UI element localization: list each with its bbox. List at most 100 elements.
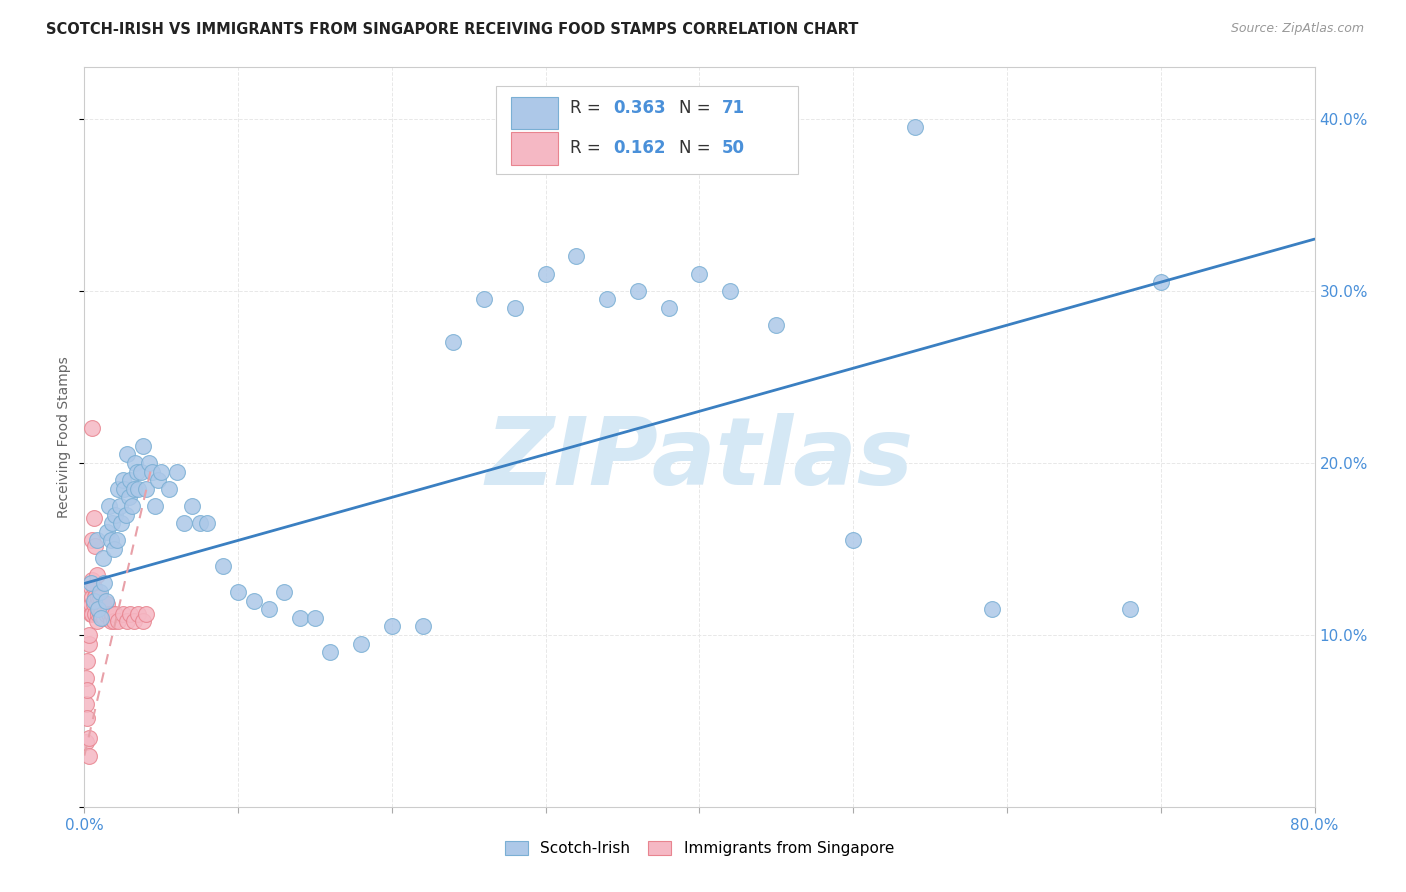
Point [181,499,204,513]
Point [304,611,326,625]
Point [76,711,98,725]
Point [89,585,111,599]
Point [596,293,619,307]
Point [100,533,122,548]
Text: N =: N = [679,139,716,157]
Point [121,499,143,513]
Text: N =: N = [679,99,716,118]
Point [122,482,145,496]
Point [75,735,97,749]
Point [381,619,404,633]
Point [77,637,100,651]
Point [135,482,157,496]
Point [91,550,114,565]
Point [138,456,160,470]
Point [658,301,681,315]
Point [319,645,342,659]
FancyBboxPatch shape [496,87,799,174]
Point [122,615,145,629]
Point [197,516,219,531]
Point [96,597,118,611]
Point [242,593,264,607]
Point [83,593,105,607]
Point [90,611,112,625]
Point [83,580,105,594]
Point [104,607,127,622]
Point [87,591,110,605]
Point [226,585,249,599]
Point [77,731,100,746]
Point [83,597,105,611]
Point [118,491,141,505]
Point [93,576,115,591]
Point [110,516,132,531]
Point [1119,602,1142,616]
Legend: Scotch-Irish, Immigrants from Singapore: Scotch-Irish, Immigrants from Singapore [499,835,900,863]
Point [101,516,124,531]
Point [108,499,131,513]
Point [79,576,101,591]
Point [94,593,117,607]
Point [93,611,115,625]
Point [127,607,149,622]
Point [80,421,103,435]
Point [107,615,129,629]
Point [765,318,787,333]
Point [120,473,142,487]
Point [842,533,865,548]
Point [412,619,434,633]
Text: 71: 71 [721,99,745,118]
Point [273,585,295,599]
Point [86,615,108,629]
Point [77,748,100,763]
Point [80,591,103,605]
Point [443,335,465,350]
Point [89,607,111,622]
Point [129,465,152,479]
Point [80,533,103,548]
Point [132,439,155,453]
Point [94,607,117,622]
Point [148,473,170,487]
Point [166,465,188,479]
Point [117,447,139,461]
Point [124,456,146,470]
Point [173,516,195,531]
Point [105,533,128,548]
Text: 0.162: 0.162 [613,139,666,157]
Point [103,541,125,556]
Point [117,615,139,629]
Text: Source: ZipAtlas.com: Source: ZipAtlas.com [1230,22,1364,36]
Point [79,607,101,622]
Point [84,539,107,553]
Point [120,607,142,622]
Point [472,293,495,307]
Point [257,602,280,616]
Point [101,607,124,622]
Point [86,597,108,611]
Y-axis label: Receiving Food Stamps: Receiving Food Stamps [58,356,72,518]
Point [98,499,120,513]
Point [188,516,211,531]
Point [288,611,311,625]
Point [75,671,97,685]
Point [534,267,557,281]
Point [350,637,373,651]
Point [96,524,118,539]
Point [103,615,125,629]
Text: ZIPatlas: ZIPatlas [485,413,914,505]
Point [80,607,103,622]
Point [75,697,97,711]
FancyBboxPatch shape [512,132,558,165]
Point [104,508,127,522]
Point [84,591,107,605]
Point [100,615,122,629]
Point [115,508,138,522]
Point [87,607,110,622]
Point [211,559,233,574]
Point [79,597,101,611]
Point [77,602,100,616]
Point [689,267,711,281]
Point [904,120,927,135]
Point [157,482,180,496]
